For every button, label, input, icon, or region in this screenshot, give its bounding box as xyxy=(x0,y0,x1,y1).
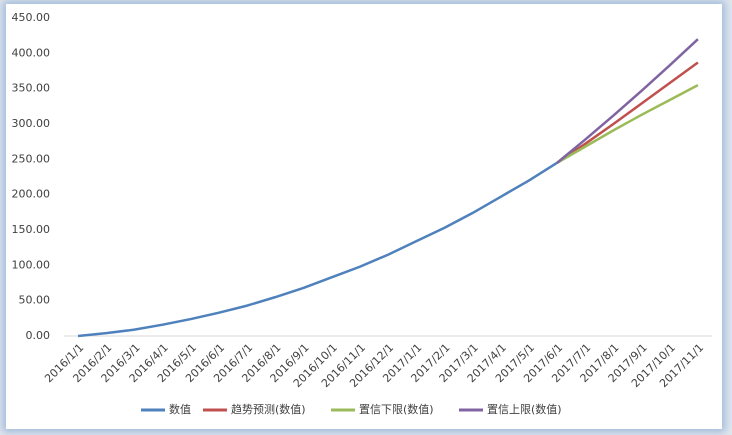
y-tick-label: 0.00 xyxy=(26,329,51,342)
y-tick-label: 250.00 xyxy=(12,152,51,165)
y-tick-label: 50.00 xyxy=(19,294,51,307)
chart: 0.00 50.00 100.00 150.00 200.00 250.00 300.00 3… xyxy=(12,11,712,416)
y-tick-label: 150.00 xyxy=(12,223,51,236)
series-line xyxy=(77,161,558,338)
series-line xyxy=(556,84,699,164)
series-line xyxy=(556,38,699,164)
y-tick-label: 100.00 xyxy=(12,258,51,271)
y-tick-label: 300.00 xyxy=(12,117,51,130)
chart-frame: 0.00 50.00 100.00 150.00 200.00 250.00 300.00 3… xyxy=(6,4,722,429)
legend-label: 趋势预测(数值) xyxy=(231,403,306,416)
y-tick-label: 350.00 xyxy=(12,82,51,95)
legend-label: 数值 xyxy=(169,403,191,416)
series-line xyxy=(556,61,699,164)
legend-label: 置信下限(数值) xyxy=(359,403,434,416)
y-tick-label: 450.00 xyxy=(12,11,51,24)
legend-label: 置信上限(数值) xyxy=(487,403,562,416)
y-tick-label: 200.00 xyxy=(12,188,51,201)
y-tick-label: 400.00 xyxy=(12,46,51,59)
